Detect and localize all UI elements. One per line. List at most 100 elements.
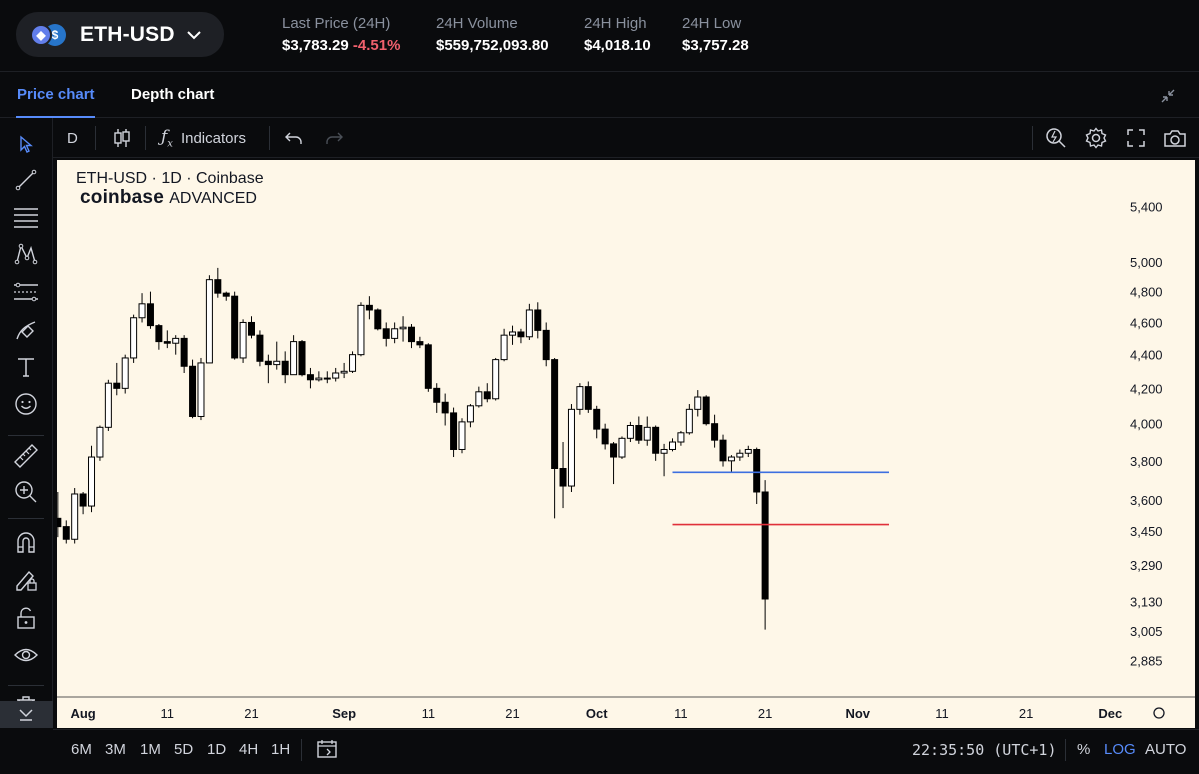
candle-down <box>146 303 154 327</box>
bottom-divider <box>1065 739 1066 761</box>
candle-down <box>534 309 542 331</box>
redo-icon[interactable] <box>325 127 343 149</box>
y-tick-label: 4,200 <box>1130 381 1163 396</box>
candle-up <box>349 354 357 372</box>
percent-scale-toggle[interactable]: % <box>1077 741 1091 758</box>
eye-icon[interactable] <box>12 641 40 669</box>
gear-icon[interactable] <box>1085 127 1107 149</box>
candle-up <box>618 437 626 458</box>
candle-up <box>525 309 533 338</box>
y-tick-label: 5,000 <box>1130 255 1163 270</box>
range-1h[interactable]: 1H <box>271 741 291 758</box>
toolbar-divider <box>145 126 146 150</box>
chart-toolbar: D ƒx Indicators <box>53 118 1199 158</box>
fib-retracement-icon[interactable] <box>12 203 40 231</box>
drawing-lock-icon[interactable] <box>12 566 40 594</box>
candle-down <box>559 467 567 487</box>
log-scale-toggle[interactable]: LOG <box>1104 741 1136 758</box>
candle-down <box>483 391 491 400</box>
text-tool-icon[interactable] <box>12 353 40 381</box>
candle-up <box>121 357 129 389</box>
x-tick-label: Dec <box>1098 706 1122 721</box>
coinbase-watermark: coinbase ADVANCED <box>80 187 257 209</box>
trend-line-icon[interactable] <box>12 166 40 194</box>
candle-up <box>475 391 483 407</box>
range-1d[interactable]: 1D <box>207 741 227 758</box>
stat-value: $559,752,093.80 <box>436 37 549 54</box>
toolbar-divider <box>269 126 270 150</box>
candle-down <box>180 337 188 367</box>
undo-icon[interactable] <box>285 127 303 149</box>
candle-down <box>542 329 550 361</box>
candle-down <box>517 331 525 338</box>
toolbar-divider <box>8 685 44 686</box>
candle-up <box>205 279 213 364</box>
candle-down <box>551 359 559 469</box>
bottom-divider <box>301 739 302 761</box>
candle-down <box>264 360 272 366</box>
time-display[interactable]: 22:35:50 (UTC+1) <box>912 741 1057 759</box>
pair-selector[interactable]: ◆ $ ETH-USD <box>16 12 224 57</box>
zoom-in-icon[interactable] <box>12 478 40 506</box>
x-tick-label: Oct <box>586 706 608 721</box>
toolbar-divider <box>8 435 44 436</box>
y-tick-label: 5,400 <box>1130 199 1163 214</box>
brush-icon[interactable] <box>12 316 40 344</box>
emoji-icon[interactable] <box>12 390 40 418</box>
fullscreen-icon[interactable] <box>1126 127 1146 149</box>
candle-up <box>315 377 323 381</box>
auto-scale-toggle[interactable]: AUTO <box>1145 741 1187 758</box>
stat-label: 24H Low <box>682 15 742 32</box>
pattern-icon[interactable] <box>12 240 40 268</box>
candle-up <box>104 382 112 428</box>
candle-down <box>256 334 264 362</box>
camera-icon[interactable] <box>1163 127 1187 149</box>
range-1m[interactable]: 1M <box>140 741 161 758</box>
y-tick-label: 4,400 <box>1130 348 1163 363</box>
range-3m[interactable]: 3M <box>105 741 126 758</box>
lock-icon[interactable] <box>12 604 40 632</box>
collapse-icon[interactable] <box>1160 88 1176 104</box>
ruler-icon[interactable] <box>12 442 40 470</box>
magnet-icon[interactable] <box>12 528 40 556</box>
x-tick-label: Aug <box>70 706 95 721</box>
tab-price-chart[interactable]: Price chart <box>17 86 95 103</box>
candles-icon[interactable] <box>113 127 131 149</box>
candle-up <box>492 359 500 400</box>
hide-toolbar-button[interactable] <box>0 701 53 728</box>
quick-search-icon[interactable] <box>1045 127 1067 149</box>
candle-down <box>382 328 390 339</box>
chart-title: ETH-USD · 1D · Coinbase <box>76 170 264 187</box>
candle-down <box>248 321 255 336</box>
cursor-icon[interactable] <box>12 130 40 158</box>
candle-up <box>643 426 651 441</box>
stat-high: 24H High $4,018.10 <box>584 15 651 54</box>
indicators-button[interactable]: ƒx Indicators <box>161 127 246 149</box>
projection-icon[interactable] <box>12 278 40 306</box>
candle-up <box>567 408 575 487</box>
candle-up <box>509 331 517 336</box>
tab-depth-chart[interactable]: Depth chart <box>131 86 215 103</box>
eth-coin-icon: ◆ <box>30 23 52 46</box>
time-axis-settings-icon <box>1153 707 1165 719</box>
y-tick-label: 4,800 <box>1130 285 1163 300</box>
watermark-brand: coinbase <box>80 187 164 208</box>
candle-up <box>88 456 96 507</box>
date-range-icon[interactable] <box>316 739 338 759</box>
x-tick-label: 21 <box>758 706 772 721</box>
range-5d[interactable]: 5D <box>174 741 194 758</box>
eth-usd-pair-icon: ◆ $ <box>30 23 66 46</box>
range-4h[interactable]: 4H <box>239 741 259 758</box>
x-tick-label: 21 <box>244 706 258 721</box>
x-tick-label: 11 <box>161 706 175 721</box>
range-6m[interactable]: 6M <box>71 741 92 758</box>
interval-button[interactable]: D <box>67 129 78 147</box>
candle-down <box>365 304 373 311</box>
candle-up <box>130 317 138 359</box>
price-chart[interactable]: 5,400 5,000 4,800 4,600 4,400 4,200 4,000 3,800… <box>57 160 1195 728</box>
last-price-value: $3,783.29 <box>282 37 349 54</box>
candle-down <box>441 401 449 414</box>
candle-down <box>635 424 643 441</box>
candle-down <box>416 341 424 346</box>
chart-tabs: Price chart Depth chart <box>0 73 1199 118</box>
